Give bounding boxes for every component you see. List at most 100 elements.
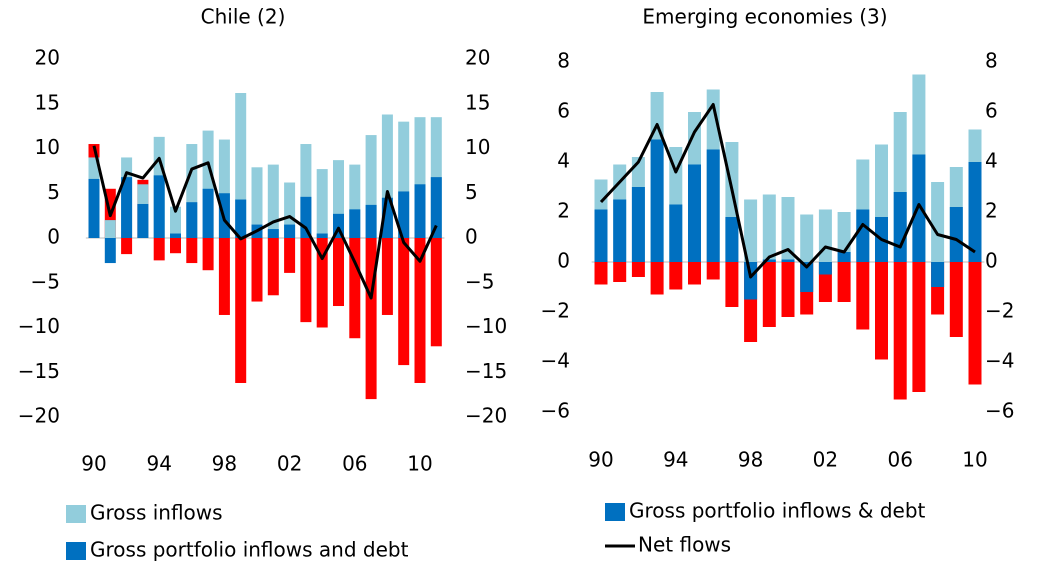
bar xyxy=(398,191,410,238)
bar xyxy=(762,194,776,262)
bar xyxy=(912,262,926,392)
x-tick-label: 02 xyxy=(813,448,838,472)
bar xyxy=(88,178,100,238)
x-tick-label: 94 xyxy=(146,452,171,476)
y-tick-label: −2 xyxy=(541,299,570,323)
bar xyxy=(650,262,664,295)
y2-tick-label: −6 xyxy=(985,399,1014,423)
bar xyxy=(251,167,263,238)
bar xyxy=(669,204,683,262)
bar xyxy=(613,262,627,282)
bar xyxy=(333,238,344,307)
bar xyxy=(968,162,982,262)
bar xyxy=(818,262,832,275)
bar xyxy=(893,262,907,400)
bar xyxy=(818,209,832,262)
y2-tick-label: −2 xyxy=(985,299,1014,323)
bar xyxy=(218,238,230,315)
y-tick-label: 5 xyxy=(47,180,60,204)
y-tick-label: −6 xyxy=(541,399,570,423)
bar xyxy=(398,121,410,238)
bar xyxy=(316,233,328,238)
bar xyxy=(706,262,720,280)
bar xyxy=(949,207,963,262)
y2-tick-label: −15 xyxy=(465,359,507,383)
bar xyxy=(837,262,851,302)
bar xyxy=(333,160,344,238)
y2-tick-label: 0 xyxy=(465,225,478,249)
bar xyxy=(170,206,181,238)
y2-tick-label: 15 xyxy=(465,90,490,114)
bar xyxy=(430,238,442,347)
bar xyxy=(267,229,279,238)
bar xyxy=(153,175,165,238)
bar xyxy=(121,238,133,255)
bar xyxy=(300,144,312,238)
x-tick-label: 06 xyxy=(342,452,367,476)
bar xyxy=(104,238,116,264)
bar xyxy=(381,197,393,238)
legend-marker xyxy=(66,542,86,560)
bar xyxy=(104,220,116,238)
bar xyxy=(300,196,312,238)
bar xyxy=(170,238,181,254)
bar xyxy=(688,262,701,285)
x-tick-label: 10 xyxy=(407,452,432,476)
bar xyxy=(594,262,608,285)
bar xyxy=(837,252,851,262)
bar xyxy=(137,203,149,238)
bar xyxy=(762,259,776,262)
bar xyxy=(235,238,247,383)
bar xyxy=(170,233,181,238)
bar xyxy=(284,182,296,238)
legend-label: Net flows xyxy=(638,533,731,557)
bar xyxy=(202,188,214,238)
bar xyxy=(186,144,198,238)
bar xyxy=(121,177,133,238)
net-flow-line xyxy=(599,103,976,279)
bar xyxy=(300,238,312,323)
bar xyxy=(875,262,888,360)
y2-tick-label: −4 xyxy=(985,349,1014,373)
bar xyxy=(186,202,198,238)
bar xyxy=(284,224,296,238)
bar xyxy=(251,238,263,302)
x-tick-label: 98 xyxy=(212,452,237,476)
bar xyxy=(781,262,795,317)
x-tick-label: 90 xyxy=(81,452,106,476)
bar xyxy=(284,238,296,273)
bar xyxy=(153,238,165,261)
y-tick-label: −15 xyxy=(18,359,60,383)
bar xyxy=(202,238,214,271)
y-tick-label: −20 xyxy=(18,404,60,428)
bar xyxy=(349,209,361,238)
bar xyxy=(349,238,361,339)
bar xyxy=(414,117,426,238)
bar xyxy=(333,213,344,238)
bar xyxy=(688,164,701,262)
y2-tick-label: 4 xyxy=(985,149,998,173)
x-tick-label: 06 xyxy=(887,448,912,472)
x-tick-label: 94 xyxy=(663,448,688,472)
x-tick-label: 02 xyxy=(277,452,302,476)
bar xyxy=(365,238,377,400)
bar xyxy=(267,164,279,238)
y2-tick-label: −5 xyxy=(465,269,494,293)
bar xyxy=(381,238,393,315)
bar xyxy=(365,204,377,238)
bar xyxy=(218,139,230,238)
bar xyxy=(381,114,393,238)
y-tick-label: 6 xyxy=(557,99,570,123)
bar xyxy=(613,199,627,262)
legend-label: Gross portfolio inflows & debt xyxy=(629,499,926,523)
bar xyxy=(744,199,758,262)
y-tick-label: 2 xyxy=(557,199,570,223)
y2-tick-label: −10 xyxy=(465,314,507,338)
bar xyxy=(267,238,279,296)
y2-tick-label: 0 xyxy=(985,249,998,273)
chart-title: Emerging economies (3) xyxy=(642,5,887,29)
bar xyxy=(235,93,247,238)
bar xyxy=(706,149,720,262)
bar xyxy=(631,262,645,277)
